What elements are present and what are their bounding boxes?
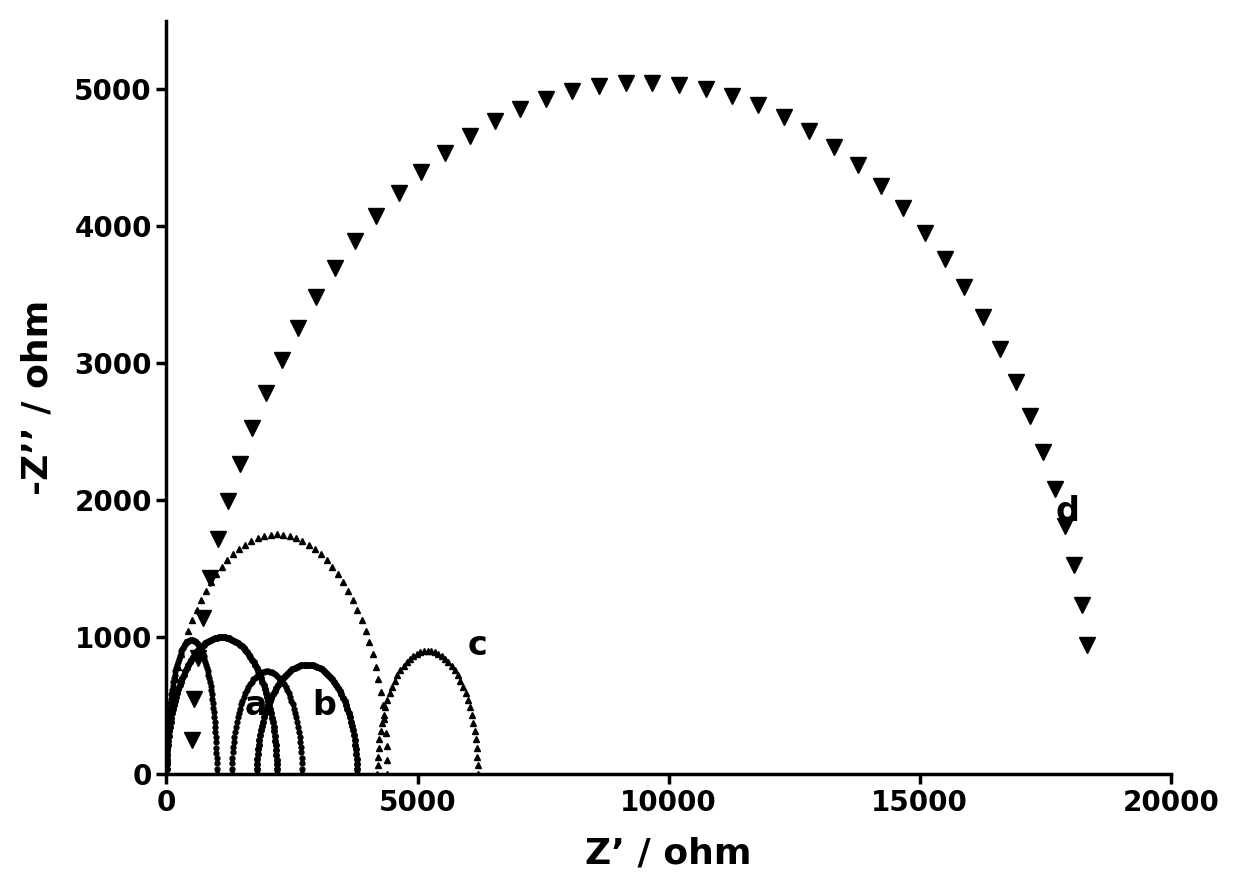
Text: d: d (1055, 495, 1079, 527)
Text: a: a (244, 690, 267, 723)
X-axis label: Z’ / ohm: Z’ / ohm (585, 836, 751, 871)
Text: c: c (467, 629, 487, 662)
Y-axis label: -Z’’ / ohm: -Z’’ / ohm (21, 300, 55, 495)
Text: b: b (312, 690, 336, 723)
